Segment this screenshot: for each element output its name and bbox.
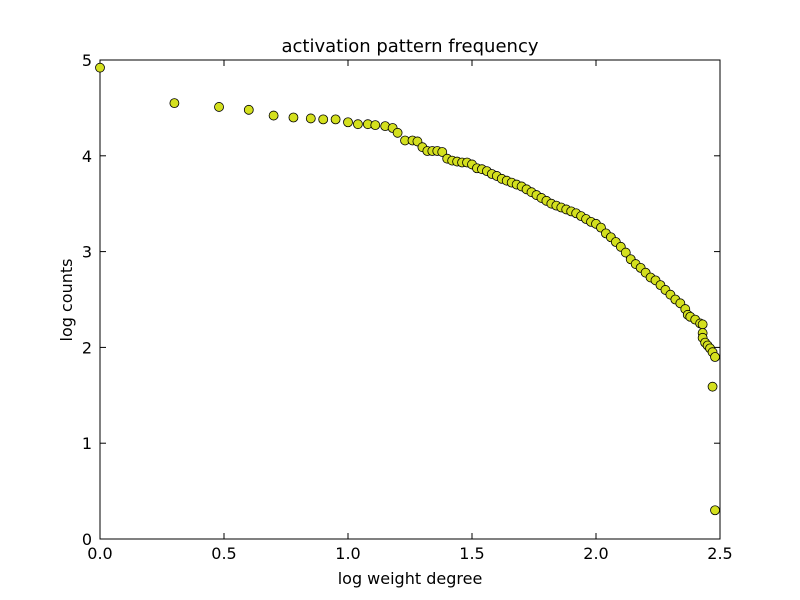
chart-title: activation pattern frequency (281, 36, 538, 57)
point (330, 114, 341, 125)
point (697, 319, 708, 330)
y-tick-label: 3 (82, 243, 92, 262)
x-axis-label: log weight degree (338, 569, 483, 588)
x-tick-label: 1.5 (459, 544, 484, 563)
x-tick-label: 2.5 (707, 544, 732, 563)
plot-frame (99, 59, 721, 540)
y-axis-label: log counts (57, 259, 76, 342)
x-tick-label: 2.0 (583, 544, 608, 563)
point (710, 352, 720, 362)
point (305, 113, 316, 124)
point (620, 247, 631, 258)
y-tick-label: 1 (82, 434, 92, 453)
point (214, 102, 224, 112)
point (392, 127, 403, 138)
point (318, 114, 329, 125)
point (288, 112, 299, 123)
x-tick-label: 0.0 (87, 544, 112, 563)
point (370, 120, 381, 131)
point (707, 381, 718, 392)
point (710, 505, 720, 516)
y-tick-label: 4 (82, 147, 92, 166)
point (353, 119, 363, 130)
y-tick-label: 2 (82, 338, 92, 357)
x-tick-label: 1.0 (335, 544, 360, 563)
y-tick-label: 0 (82, 530, 92, 549)
point (169, 98, 180, 109)
point (437, 147, 448, 157)
point (95, 62, 105, 73)
y-tick-label: 5 (82, 51, 92, 70)
point (243, 104, 254, 115)
x-tick-label: 0.5 (211, 544, 236, 563)
point (268, 110, 279, 121)
point (343, 117, 353, 128)
